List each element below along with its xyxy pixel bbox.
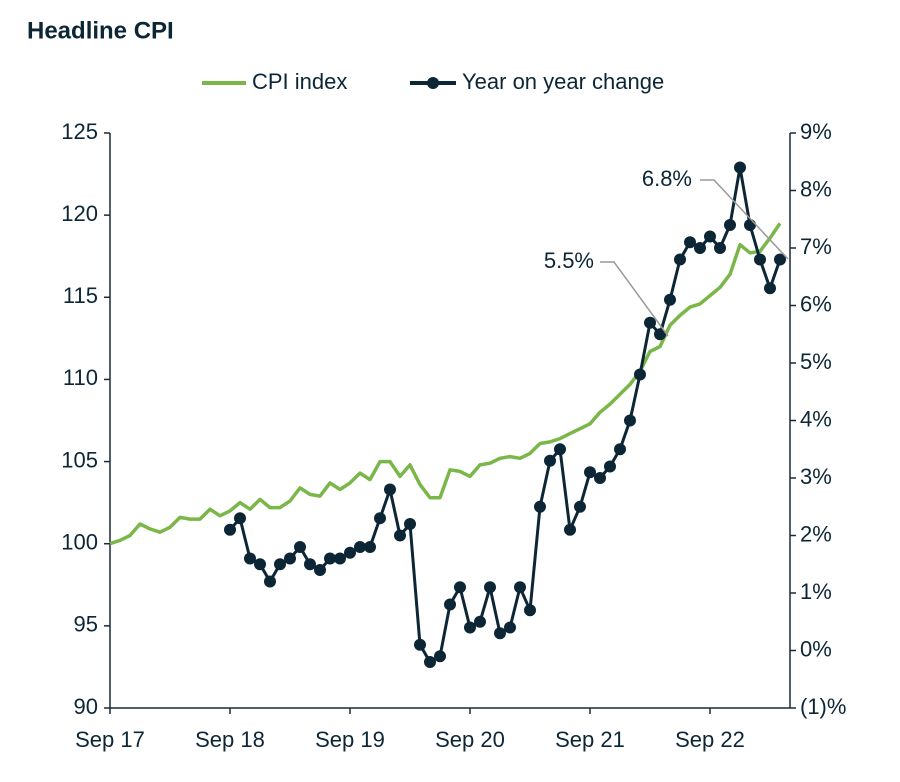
series-marker xyxy=(274,558,286,571)
annotation: 6.8% xyxy=(642,166,692,191)
series-marker xyxy=(604,460,616,473)
series-marker xyxy=(264,575,276,588)
x-tick-label: Sep 18 xyxy=(195,727,265,752)
annotation: 5.5% xyxy=(544,248,594,273)
series-marker xyxy=(724,219,736,231)
y-tick-label: 95 xyxy=(74,612,98,637)
y-tick-label: 90 xyxy=(74,694,98,719)
series-marker xyxy=(614,443,626,456)
series-marker xyxy=(404,518,416,530)
y2-tick-label: 6% xyxy=(800,291,832,316)
series-marker xyxy=(694,242,706,254)
x-tick-label: Sep 20 xyxy=(435,727,505,752)
series-marker xyxy=(744,219,756,231)
series-marker xyxy=(574,500,586,513)
annotation-leader xyxy=(700,179,789,260)
series-marker xyxy=(374,512,386,525)
series-marker xyxy=(284,552,296,565)
x-tick-label: Sep 17 xyxy=(75,727,145,752)
y-tick-label: 125 xyxy=(61,119,98,144)
y-tick-label: 100 xyxy=(61,530,98,555)
series-marker xyxy=(314,564,326,576)
legend-marker xyxy=(427,77,439,89)
y2-tick-label: 7% xyxy=(800,234,832,259)
series-marker xyxy=(684,236,696,249)
series-marker xyxy=(384,483,396,496)
series-marker xyxy=(594,472,606,484)
series-marker xyxy=(674,253,686,266)
legend-label: CPI index xyxy=(252,69,347,94)
y2-tick-label: 8% xyxy=(800,176,832,201)
annotation-leader xyxy=(600,261,669,337)
y2-tick-label: 2% xyxy=(800,521,832,546)
series-marker xyxy=(474,615,486,628)
series-marker xyxy=(634,368,646,381)
series-marker xyxy=(544,454,556,467)
series-line xyxy=(228,166,782,664)
series-marker xyxy=(244,552,256,565)
y2-tick-label: 9% xyxy=(800,119,832,144)
series-marker xyxy=(654,328,666,341)
series-marker xyxy=(414,638,426,651)
legend-label: Year on year change xyxy=(462,69,664,94)
series-marker xyxy=(324,552,336,565)
series-marker xyxy=(504,621,516,634)
series-marker xyxy=(664,293,676,306)
x-tick-label: Sep 19 xyxy=(315,727,385,752)
y-tick-label: 105 xyxy=(61,447,98,472)
series-marker xyxy=(704,230,716,243)
series-marker xyxy=(494,627,506,640)
y2-tick-label: 5% xyxy=(800,349,832,374)
y2-tick-label: 4% xyxy=(800,406,832,431)
series-marker xyxy=(434,650,446,663)
series-marker xyxy=(514,581,526,594)
series-marker xyxy=(394,529,406,542)
x-tick-label: Sep 22 xyxy=(675,727,745,752)
series-marker xyxy=(534,500,546,513)
series-marker xyxy=(564,523,576,536)
series-marker xyxy=(644,316,656,329)
series-marker xyxy=(344,546,356,559)
series-marker xyxy=(584,466,596,479)
series-marker xyxy=(764,282,776,295)
chart-title: Headline CPI xyxy=(27,17,174,44)
series-marker xyxy=(304,558,316,571)
series-marker xyxy=(354,541,366,553)
y2-tick-label: 3% xyxy=(800,464,832,489)
series-marker xyxy=(454,581,466,594)
series-marker xyxy=(754,253,766,266)
series-marker xyxy=(334,552,346,565)
y-tick-label: 110 xyxy=(63,365,98,390)
series-marker xyxy=(254,558,266,571)
y2-tick-label: 1% xyxy=(800,579,832,604)
series-marker xyxy=(554,443,566,456)
series-marker xyxy=(234,512,246,525)
series-marker xyxy=(714,242,726,254)
series-marker xyxy=(424,656,436,668)
series-line xyxy=(109,222,782,546)
y-tick-label: 115 xyxy=(63,283,98,308)
series-marker xyxy=(734,161,746,174)
y-tick-label: 120 xyxy=(61,201,98,226)
series-marker xyxy=(224,523,236,536)
series-marker xyxy=(444,598,456,611)
series-marker xyxy=(464,621,476,634)
series-marker xyxy=(294,541,306,553)
series-marker xyxy=(484,581,496,594)
y2-tick-label: 0% xyxy=(800,636,832,661)
series-marker xyxy=(774,253,786,266)
series-marker xyxy=(524,604,536,617)
y2-tick-label: (1)% xyxy=(800,694,846,719)
series-marker xyxy=(364,541,376,553)
series-marker xyxy=(624,414,636,427)
x-tick-label: Sep 21 xyxy=(555,727,625,752)
